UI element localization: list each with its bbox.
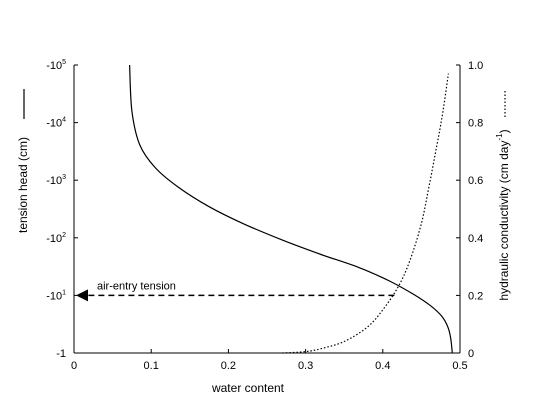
air-entry-arrowhead <box>76 289 88 302</box>
y-left-tick-base: -10 <box>46 118 62 130</box>
annotation-layer: air-entry tension <box>76 280 395 302</box>
y-axis-right-title-close: ) <box>497 129 511 133</box>
y-axis-left: -1-101-102-103-104-105 <box>46 59 78 360</box>
x-tick-label: 0.1 <box>144 360 159 372</box>
y-left-tick-label: -1 <box>56 348 66 360</box>
x-tick-label: 0 <box>71 360 77 372</box>
y-left-tick-exponent: 2 <box>62 232 66 239</box>
y-right-tick-label: 0.6 <box>468 175 483 187</box>
y-axis-left-title: tension head (cm) <box>16 137 30 233</box>
y-left-tick-label: -104 <box>46 117 66 130</box>
x-axis-title: water content <box>211 381 285 395</box>
y-right-tick-label: 0.4 <box>468 233 483 245</box>
x-axis: 0 0.1 0.2 0.3 0.4 0.5 <box>71 349 468 372</box>
series-layer <box>129 64 453 354</box>
x-tick-label: 0.5 <box>452 360 467 372</box>
y-axis-right-title-sup: -1 <box>495 133 504 141</box>
y-left-tick-base: -10 <box>46 60 62 72</box>
x-tick-label: 0.3 <box>298 360 313 372</box>
conductivity-series-line <box>282 73 449 354</box>
x-tick-label: 0.4 <box>375 360 390 372</box>
y-left-tick-exponent: 1 <box>62 289 66 296</box>
y-right-tick-label: 0.8 <box>468 118 483 130</box>
y-axis-left-title-group: tension head (cm) <box>16 89 30 233</box>
y-left-tick-exponent: 4 <box>62 117 66 124</box>
y-left-tick-base: -1 <box>56 348 66 360</box>
y-axis-right-title-main: hydraulic conductivity (cm day <box>497 141 511 301</box>
y-left-tick-base: -10 <box>46 233 62 245</box>
plot-frame <box>73 65 461 354</box>
y-right-tick-label: 0.2 <box>468 290 483 302</box>
y-right-tick-label: 1.0 <box>468 60 483 72</box>
y-left-tick-exponent: 5 <box>62 59 66 66</box>
x-tick-label: 0.2 <box>221 360 236 372</box>
y-right-tick-label: 0 <box>468 348 474 360</box>
y-left-tick-label: -101 <box>46 289 66 302</box>
y-left-tick-base: -10 <box>46 175 62 187</box>
air-entry-label: air-entry tension <box>97 280 176 292</box>
tension-series-line <box>129 64 453 354</box>
y-axis-right-title-group: hydraulic conductivity (cm day-1) <box>495 89 511 301</box>
y-axis-right-title: hydraulic conductivity (cm day-1) <box>495 129 511 300</box>
y-left-tick-exponent: 3 <box>62 174 66 181</box>
y-left-tick-label: -102 <box>46 232 66 245</box>
y-axis-right: 0 0.2 0.4 0.6 0.8 1.0 <box>456 60 483 360</box>
y-left-tick-label: -105 <box>46 59 66 72</box>
y-left-tick-base: -10 <box>46 290 62 302</box>
y-left-tick-label: -103 <box>46 174 66 187</box>
